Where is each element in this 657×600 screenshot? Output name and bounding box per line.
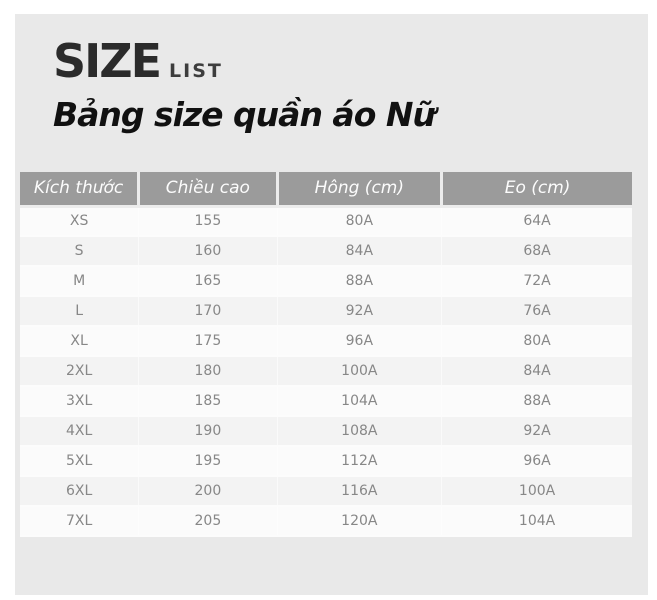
cell-height: 180 xyxy=(138,356,278,387)
table-row: 5XL 195 112A 96A xyxy=(20,446,632,477)
column-header-hip: Hông (cm) xyxy=(277,172,444,208)
column-header-height: Chiều cao xyxy=(138,172,279,208)
table-row: XS 155 80A 64A xyxy=(20,206,632,237)
table-row: 7XL 205 120A 104A xyxy=(20,506,632,537)
table-row: 2XL 180 100A 84A xyxy=(20,356,632,387)
title-list: LIST xyxy=(169,60,223,82)
table-row: L 170 92A 76A xyxy=(20,296,632,327)
table-row: 4XL 190 108A 92A xyxy=(20,416,632,447)
table-row: 6XL 200 116A 100A xyxy=(20,476,632,507)
cell-size: XS xyxy=(20,206,140,237)
cell-size: 4XL xyxy=(20,416,140,447)
cell-height: 195 xyxy=(138,446,278,477)
cell-height: 185 xyxy=(138,386,278,417)
cell-height: 175 xyxy=(138,326,278,357)
cell-hip: 112A xyxy=(277,446,443,477)
cell-hip: 100A xyxy=(277,356,443,387)
column-header-waist: Eo (cm) xyxy=(441,172,632,208)
cell-hip: 104A xyxy=(277,386,443,417)
table-row: M 165 88A 72A xyxy=(20,266,632,297)
cell-waist: 72A xyxy=(441,266,632,297)
table-body: XS 155 80A 64A S 160 84A 68A M 165 88A 72A L 170 92A 76… xyxy=(20,206,632,537)
cell-hip: 116A xyxy=(277,476,443,507)
cell-waist: 92A xyxy=(441,416,632,447)
cell-waist: 80A xyxy=(441,326,632,357)
cell-height: 205 xyxy=(138,506,278,537)
cell-size: 7XL xyxy=(20,506,140,537)
table-head: Kích thước Chiều cao Hông (cm) Eo (cm) xyxy=(20,172,632,208)
cell-waist: 84A xyxy=(441,356,632,387)
cell-hip: 88A xyxy=(277,266,443,297)
cell-waist: 64A xyxy=(441,206,632,237)
table-header-row: Kích thước Chiều cao Hông (cm) Eo (cm) xyxy=(20,172,632,208)
cell-waist: 96A xyxy=(441,446,632,477)
cell-hip: 84A xyxy=(277,236,443,267)
cell-hip: 96A xyxy=(277,326,443,357)
cell-waist: 88A xyxy=(441,386,632,417)
cell-height: 165 xyxy=(138,266,278,297)
table-row: S 160 84A 68A xyxy=(20,236,632,267)
cell-size: M xyxy=(20,266,140,297)
cell-height: 170 xyxy=(138,296,278,327)
cell-waist: 76A xyxy=(441,296,632,327)
column-header-size: Kích thước xyxy=(20,172,141,208)
cell-hip: 108A xyxy=(277,416,443,447)
table-row: 3XL 185 104A 88A xyxy=(20,386,632,417)
cell-waist: 104A xyxy=(441,506,632,537)
title-block: SIZE LIST Bảng size quần áo Nữ xyxy=(15,14,648,134)
cell-height: 155 xyxy=(138,206,278,237)
cell-height: 190 xyxy=(138,416,278,447)
cell-size: S xyxy=(20,236,140,267)
cell-hip: 92A xyxy=(277,296,443,327)
cell-hip: 80A xyxy=(277,206,443,237)
cell-size: L xyxy=(20,296,140,327)
table-row: XL 175 96A 80A xyxy=(20,326,632,357)
size-table: Kích thước Chiều cao Hông (cm) Eo (cm) XS 15… xyxy=(20,172,632,537)
cell-height: 200 xyxy=(138,476,278,507)
cell-size: 2XL xyxy=(20,356,140,387)
cell-size: 3XL xyxy=(20,386,140,417)
title-size: SIZE xyxy=(53,34,162,88)
cell-height: 160 xyxy=(138,236,278,267)
cell-size: XL xyxy=(20,326,140,357)
cell-size: 6XL xyxy=(20,476,140,507)
subtitle-vietnamese: Bảng size quần áo Nữ xyxy=(53,95,436,134)
cell-waist: 100A xyxy=(441,476,632,507)
cell-hip: 120A xyxy=(277,506,443,537)
size-chart-panel: SIZE LIST Bảng size quần áo Nữ Kích thướ… xyxy=(15,14,648,595)
title-line: SIZE LIST xyxy=(53,38,648,84)
cell-size: 5XL xyxy=(20,446,140,477)
cell-waist: 68A xyxy=(441,236,632,267)
